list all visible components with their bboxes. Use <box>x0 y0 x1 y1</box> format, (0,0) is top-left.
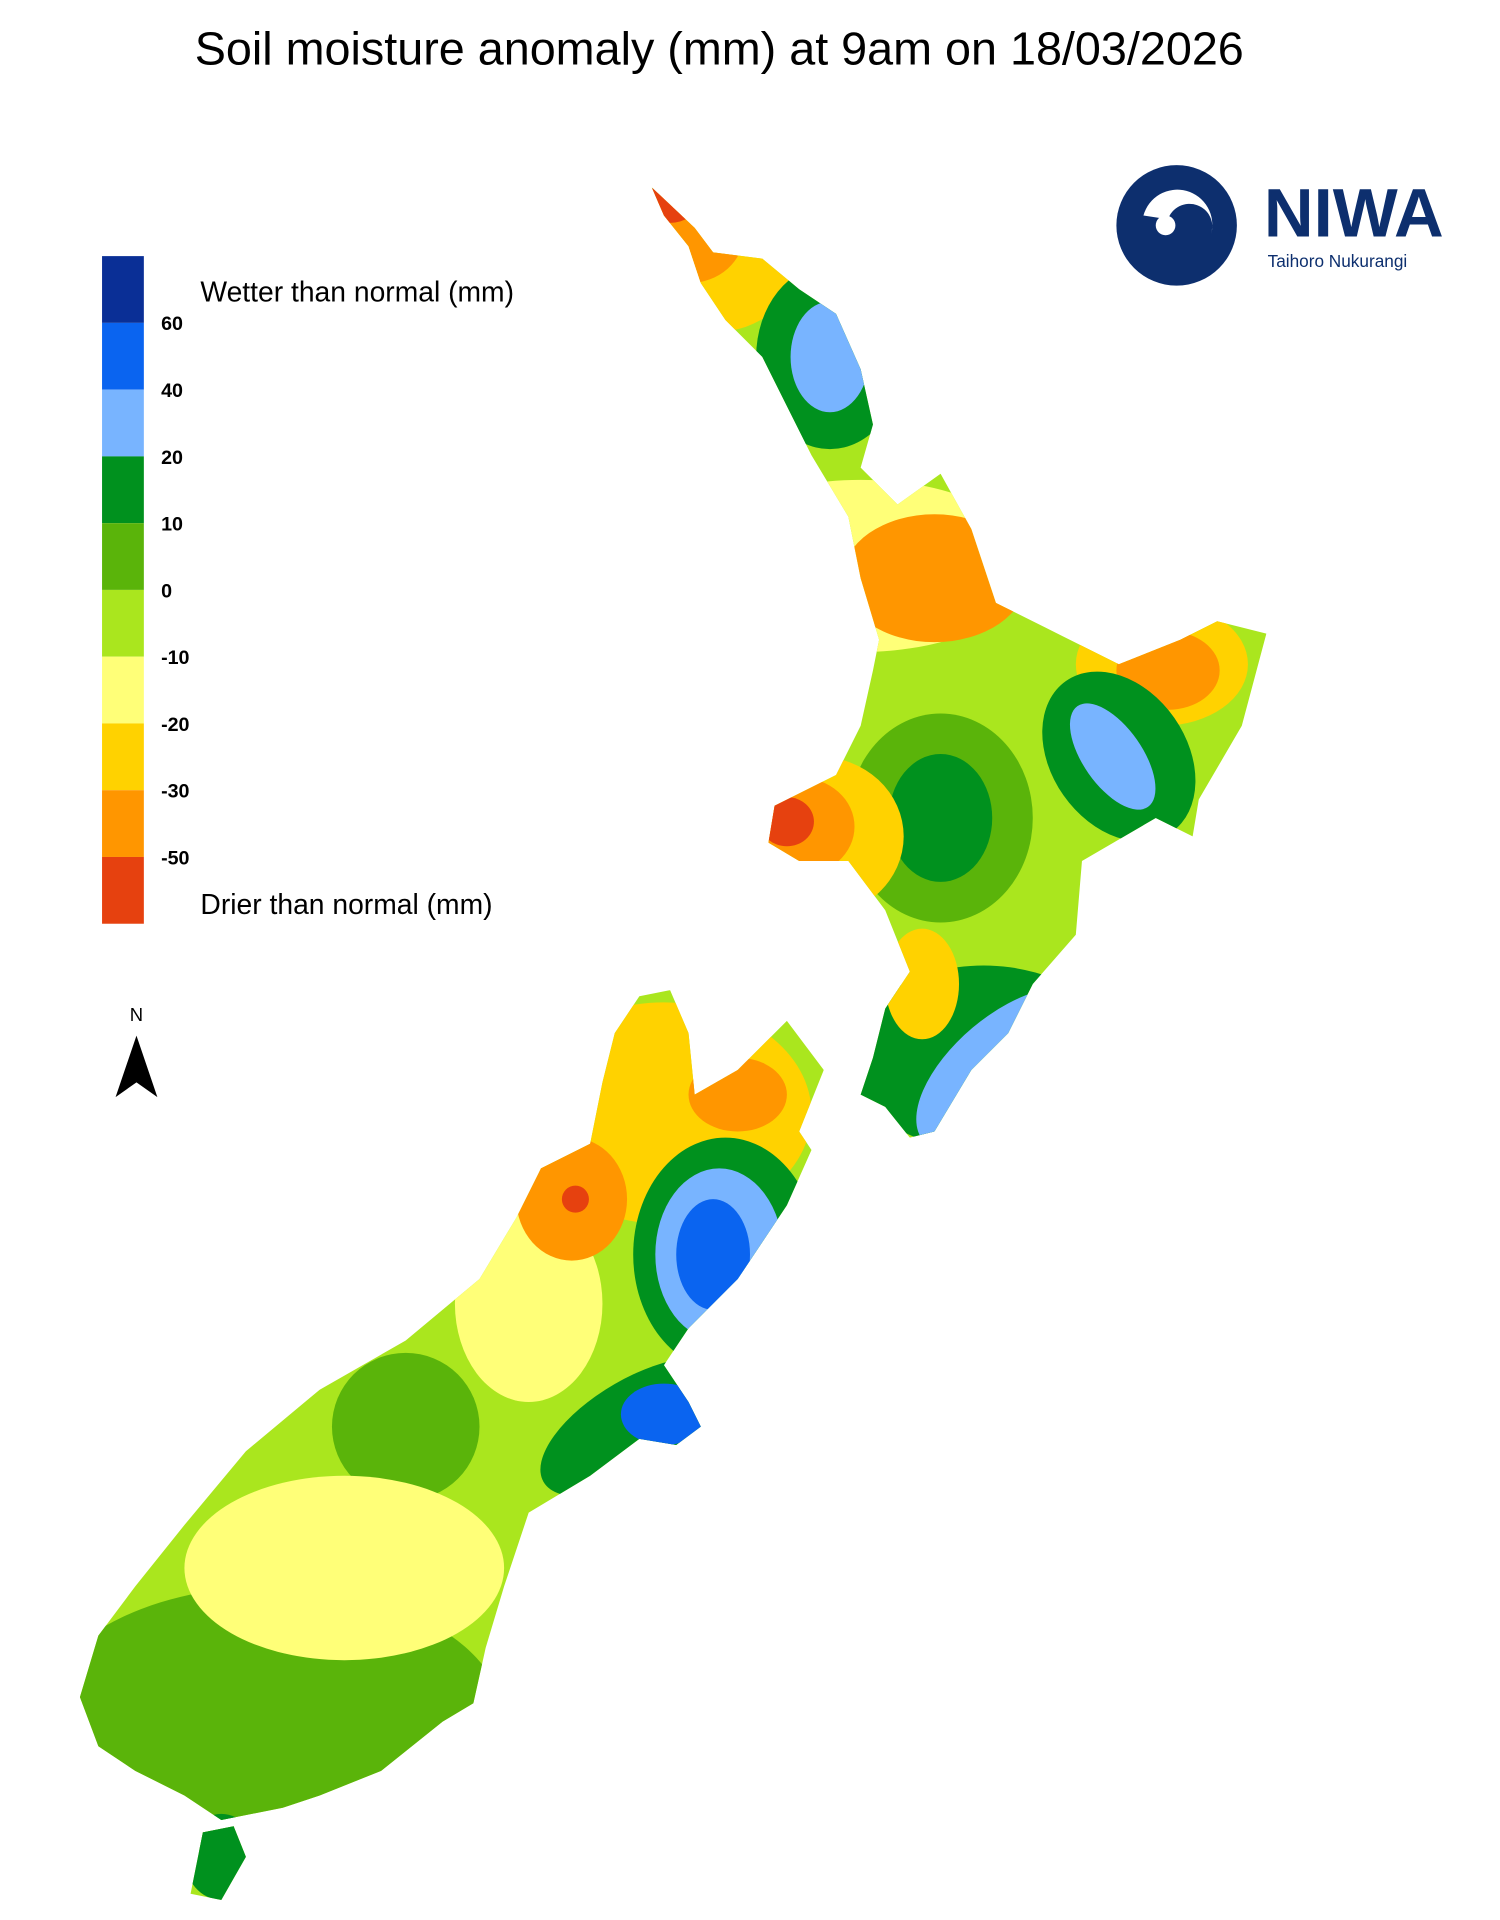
region <box>676 1199 750 1310</box>
legend-tick-label: -10 <box>161 647 189 669</box>
legend-wetter-label: Wetter than normal (mm) <box>200 276 514 308</box>
legend-swatch <box>102 656 144 724</box>
legend-swatch <box>102 322 144 390</box>
legend-tick-label: -30 <box>161 781 189 803</box>
logo-name: NIWA <box>1264 174 1444 251</box>
legend-swatch <box>102 589 144 657</box>
logo-mark <box>1116 165 1237 286</box>
region <box>331 1352 480 1501</box>
legend-drier-label: Drier than normal (mm) <box>200 888 492 920</box>
region <box>620 1383 707 1446</box>
legend-swatch <box>102 790 144 857</box>
legend-swatch <box>102 723 144 791</box>
south-island <box>79 990 824 1900</box>
legend-tick-label: 0 <box>161 580 172 602</box>
logo-dot <box>1155 215 1176 236</box>
region <box>759 797 814 847</box>
legend-swatch <box>102 523 144 590</box>
region <box>1069 703 1156 810</box>
legend-tick-label: 40 <box>161 380 183 402</box>
logo-subtitle: Taihoro Nukurangi <box>1268 251 1408 271</box>
region <box>842 514 1027 643</box>
region <box>885 928 960 1040</box>
logo: NIWA Taihoro Nukurangi <box>1116 165 1444 286</box>
region <box>561 1185 589 1213</box>
legend-tick-label: 20 <box>161 447 183 469</box>
north-arrow <box>115 1035 158 1098</box>
region <box>790 301 870 413</box>
legend-swatch <box>102 389 144 457</box>
map-title: Soil moisture anomaly (mm) at 9am on 18/… <box>195 22 1244 74</box>
legend-swatch <box>102 256 144 323</box>
region <box>184 1475 505 1661</box>
region <box>688 1057 787 1132</box>
region <box>184 1813 259 1900</box>
legend-swatch <box>102 856 144 924</box>
north-island <box>651 187 1267 1138</box>
legend-swatch <box>102 456 144 524</box>
north-label: N <box>130 1004 143 1025</box>
legend-tick-label: 60 <box>161 313 183 335</box>
region <box>651 187 698 223</box>
legend-tick-label: 10 <box>161 514 183 536</box>
legend-tick-label: -50 <box>161 847 189 869</box>
legend: 60 40 20 10 0 -10 -20 -30 -50 Wetter than normal … <box>102 256 514 924</box>
region <box>888 754 993 882</box>
legend-tick-label: -20 <box>161 714 189 736</box>
logo-swirl <box>1143 189 1213 234</box>
region <box>651 187 744 284</box>
